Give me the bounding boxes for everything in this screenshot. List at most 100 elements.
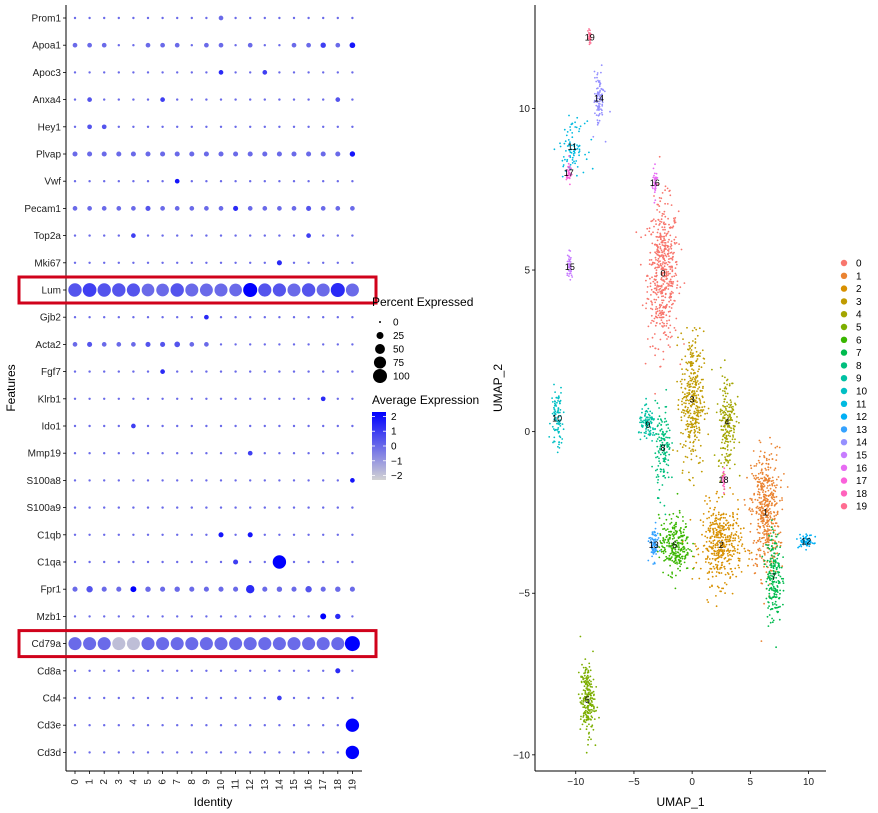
dot-cd4-17 <box>322 696 325 700</box>
umap-point <box>593 707 595 710</box>
umap-point <box>659 264 662 267</box>
umap-point <box>689 377 692 379</box>
umap-point <box>569 163 572 166</box>
umap-point <box>759 526 761 529</box>
umap-point <box>575 160 578 162</box>
umap-point <box>647 325 650 328</box>
umap-point <box>668 319 671 322</box>
umap-point <box>579 728 582 730</box>
umap-point <box>721 438 724 441</box>
umap-point <box>699 381 702 384</box>
umap-point <box>679 565 681 568</box>
umap-point <box>649 426 652 429</box>
umap-point <box>733 425 736 428</box>
umap-point <box>782 589 785 592</box>
dot-mki67-1 <box>88 261 91 264</box>
umap-point <box>811 542 814 544</box>
umap-point <box>775 459 778 461</box>
umap-point <box>668 306 671 308</box>
umap-point <box>663 453 665 456</box>
umap-point <box>665 451 668 453</box>
umap-point <box>585 728 588 731</box>
umap-point <box>719 366 722 369</box>
umap-x-tick-label: −5 <box>628 777 640 788</box>
dot-gjb2-8 <box>190 316 193 319</box>
umap-point <box>719 480 722 483</box>
umap-point <box>691 362 693 365</box>
umap-point <box>684 405 687 408</box>
umap-point <box>670 251 673 254</box>
umap-point <box>679 530 682 533</box>
dot-cd4-16 <box>307 696 310 700</box>
umap-point <box>761 500 763 503</box>
umap-point <box>663 324 666 327</box>
umap-point <box>584 153 586 156</box>
dot-cd8a-10 <box>219 669 223 672</box>
umap-point <box>649 285 652 288</box>
dot-s100a8-12 <box>249 479 252 482</box>
umap-point <box>774 596 777 598</box>
umap-point <box>655 288 658 290</box>
umap-point <box>717 586 720 589</box>
dot-cd3e-8 <box>190 724 193 727</box>
dot-prom1-4 <box>132 16 135 20</box>
umap-point <box>663 331 666 334</box>
umap-point <box>769 511 772 513</box>
umap-point <box>695 376 697 379</box>
umap-legend-label-6: 6 <box>856 335 862 346</box>
umap-point <box>692 441 695 444</box>
umap-point <box>666 303 668 306</box>
dot-gjb2-18 <box>336 316 339 319</box>
umap-point <box>567 139 570 141</box>
umap-point <box>697 370 699 373</box>
dot-anxa4-18 <box>335 97 341 102</box>
umap-point <box>590 138 593 141</box>
feature-label-s100a8: S100a8 <box>27 476 62 487</box>
umap-point <box>651 242 654 245</box>
umap-point <box>766 519 769 522</box>
umap-point <box>664 185 667 188</box>
dot-s100a8-7 <box>176 479 179 482</box>
umap-point <box>715 492 718 495</box>
umap-point <box>773 500 776 503</box>
umap-point <box>703 418 706 421</box>
umap-point <box>578 154 580 157</box>
umap-point <box>657 450 660 452</box>
dot-mmp19-12 <box>247 450 253 456</box>
umap-point <box>663 268 666 271</box>
umap-point <box>772 570 775 572</box>
dot-mmp19-10 <box>219 452 223 455</box>
umap-point <box>657 424 659 427</box>
umap-point <box>779 486 782 489</box>
dot-top2a-15 <box>292 234 296 237</box>
umap-point <box>582 703 584 706</box>
umap-point <box>557 409 559 412</box>
umap-point <box>715 558 718 560</box>
dot-gjb2-11 <box>234 316 237 319</box>
umap-point <box>778 596 781 599</box>
umap-point <box>771 519 773 522</box>
umap-point <box>757 484 759 487</box>
umap-point <box>662 295 665 297</box>
dot-marks <box>68 15 360 760</box>
umap-point <box>769 569 772 572</box>
umap-point <box>717 560 720 563</box>
umap-point <box>779 592 781 595</box>
dot-fpr1-1 <box>86 586 93 593</box>
umap-point <box>755 463 758 465</box>
umap-point <box>641 408 644 410</box>
umap-point <box>740 536 743 539</box>
umap-point <box>680 563 682 566</box>
dot-mki67-14 <box>276 260 282 266</box>
umap-point <box>668 255 670 257</box>
umap-point <box>731 555 734 558</box>
umap-point <box>761 507 764 510</box>
umap-point <box>666 263 669 266</box>
umap-point <box>684 455 687 458</box>
dot-mmp19-18 <box>336 452 339 455</box>
umap-point <box>702 330 705 333</box>
umap-point <box>729 440 732 443</box>
umap-point <box>592 650 594 653</box>
umap-point <box>711 575 714 578</box>
umap-point <box>662 288 665 291</box>
